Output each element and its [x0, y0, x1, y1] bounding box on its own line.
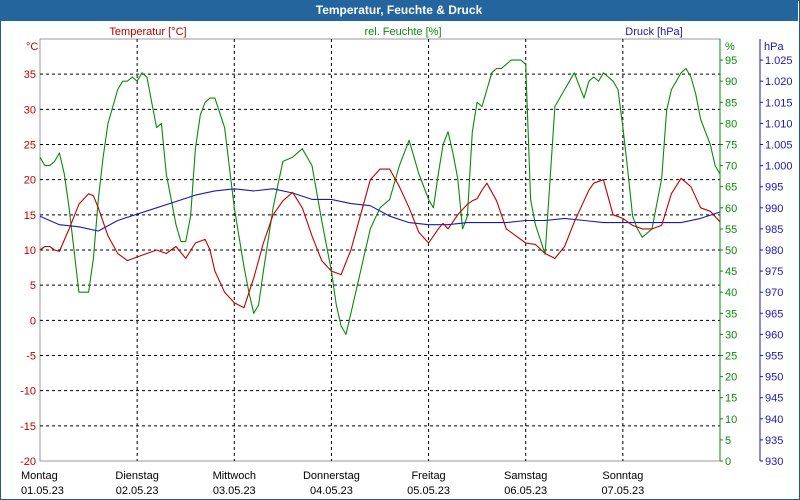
tick-label-temperature: 30 [24, 104, 36, 116]
tick-label-pressure: 1.015 [765, 97, 793, 109]
tick-label-humidity: 15 [725, 393, 737, 405]
tick-label-temperature: 35 [24, 69, 36, 81]
tick-label-pressure: 995 [765, 182, 783, 194]
tick-label-humidity: 45 [725, 266, 737, 278]
tick-label-humidity: 0 [725, 456, 731, 468]
tick-label-pressure: 955 [765, 351, 783, 363]
tick-label-pressure: 960 [765, 329, 783, 341]
x-tick-day: Montag [21, 470, 58, 482]
tick-label-pressure: 945 [765, 393, 783, 405]
tick-label-humidity: 75 [725, 140, 737, 152]
tick-label-humidity: 85 [725, 97, 737, 109]
x-tick-date: 04.05.23 [310, 485, 353, 497]
tick-label-temperature: -10 [20, 386, 36, 398]
series-line-pressure [39, 188, 721, 232]
tick-label-temperature: -5 [26, 351, 36, 363]
tick-label-humidity: 5 [725, 435, 731, 447]
tick-label-humidity: 65 [725, 182, 737, 194]
tick-label-temperature: 0 [30, 315, 36, 327]
tick-label-humidity: 10 [725, 414, 737, 426]
legend-pressure: Druck [hPa] [625, 26, 682, 38]
tick-label-pressure: 975 [765, 266, 783, 278]
x-tick-day: Dienstag [115, 470, 158, 482]
tick-label-pressure: 950 [765, 372, 783, 384]
grid-lines [40, 39, 720, 461]
tick-label-temperature: 5 [30, 280, 36, 292]
y-ticks-pressure: 930 935 940 945 950 955 960 965 970 975 980 985 990 9… [760, 55, 793, 468]
legend-humidity: rel. Feuchte [%] [364, 26, 441, 38]
tick-label-pressure: 965 [765, 308, 783, 320]
y-ticks-temperature: -20 -15 -10 -5 0 5 10 15 20 25 30 35 [20, 69, 36, 468]
tick-label-humidity: 70 [725, 161, 737, 173]
axis-unit-hpa: hPa [764, 41, 784, 53]
tick-label-pressure: 990 [765, 203, 783, 215]
y-ticks-humidity: 0 5 10 15 20 25 30 35 40 45 50 55 60 65 70 75 80 85 90 95 [720, 55, 737, 468]
series-lines [39, 59, 721, 335]
tick-label-pressure: 970 [765, 287, 783, 299]
tick-label-pressure: 985 [765, 224, 783, 236]
tick-label-humidity: 90 [725, 76, 737, 88]
x-tick-date: 03.05.23 [213, 485, 256, 497]
tick-label-humidity: 30 [725, 329, 737, 341]
tick-label-temperature: 25 [24, 140, 36, 152]
tick-label-pressure: 1.020 [765, 76, 793, 88]
tick-label-pressure: 930 [765, 456, 783, 468]
x-tick-date: 01.05.23 [21, 485, 64, 497]
series-line-temperature [39, 168, 721, 309]
tick-label-pressure: 1.010 [765, 118, 793, 130]
tick-label-humidity: 35 [725, 308, 737, 320]
chart-title: Temperatur, Feuchte & Druck [0, 0, 798, 21]
x-tick-day: Mittwoch [213, 470, 256, 482]
tick-label-temperature: -20 [20, 456, 36, 468]
tick-label-pressure: 1.000 [765, 161, 793, 173]
tick-label-pressure: 1.025 [765, 55, 793, 67]
tick-label-temperature: 20 [24, 175, 36, 187]
tick-label-humidity: 50 [725, 245, 737, 257]
tick-label-humidity: 60 [725, 203, 737, 215]
x-tick-date: 06.05.23 [504, 485, 547, 497]
axis-unit-celsius: °C [26, 41, 38, 53]
tick-label-humidity: 95 [725, 55, 737, 67]
tick-label-humidity: 25 [725, 351, 737, 363]
x-tick-day: Donnerstag [303, 470, 360, 482]
x-tick-date: 07.05.23 [601, 485, 644, 497]
tick-label-pressure: 980 [765, 245, 783, 257]
tick-label-pressure: 940 [765, 414, 783, 426]
x-tick-day: Freitag [411, 470, 445, 482]
x-tick-day: Sonntag [602, 470, 643, 482]
x-ticks: Montag 01.05.23 Dienstag 02.05.23 Mittwoch 03… [21, 470, 644, 497]
tick-label-temperature: 15 [24, 210, 36, 222]
tick-label-temperature: -15 [20, 421, 36, 433]
tick-label-pressure: 935 [765, 435, 783, 447]
tick-label-temperature: 10 [24, 245, 36, 257]
tick-label-pressure: 1.005 [765, 140, 793, 152]
x-tick-date: 05.05.23 [407, 485, 450, 497]
x-tick-day: Samstag [504, 470, 547, 482]
tick-label-humidity: 20 [725, 372, 737, 384]
tick-label-humidity: 40 [725, 287, 737, 299]
series-line-humidity [39, 59, 721, 335]
tick-label-humidity: 55 [725, 224, 737, 236]
legend-temperature: Temperatur [°C] [109, 26, 186, 38]
axis-unit-percent: % [725, 41, 735, 53]
tick-label-humidity: 80 [725, 118, 737, 130]
x-tick-date: 02.05.23 [116, 485, 159, 497]
